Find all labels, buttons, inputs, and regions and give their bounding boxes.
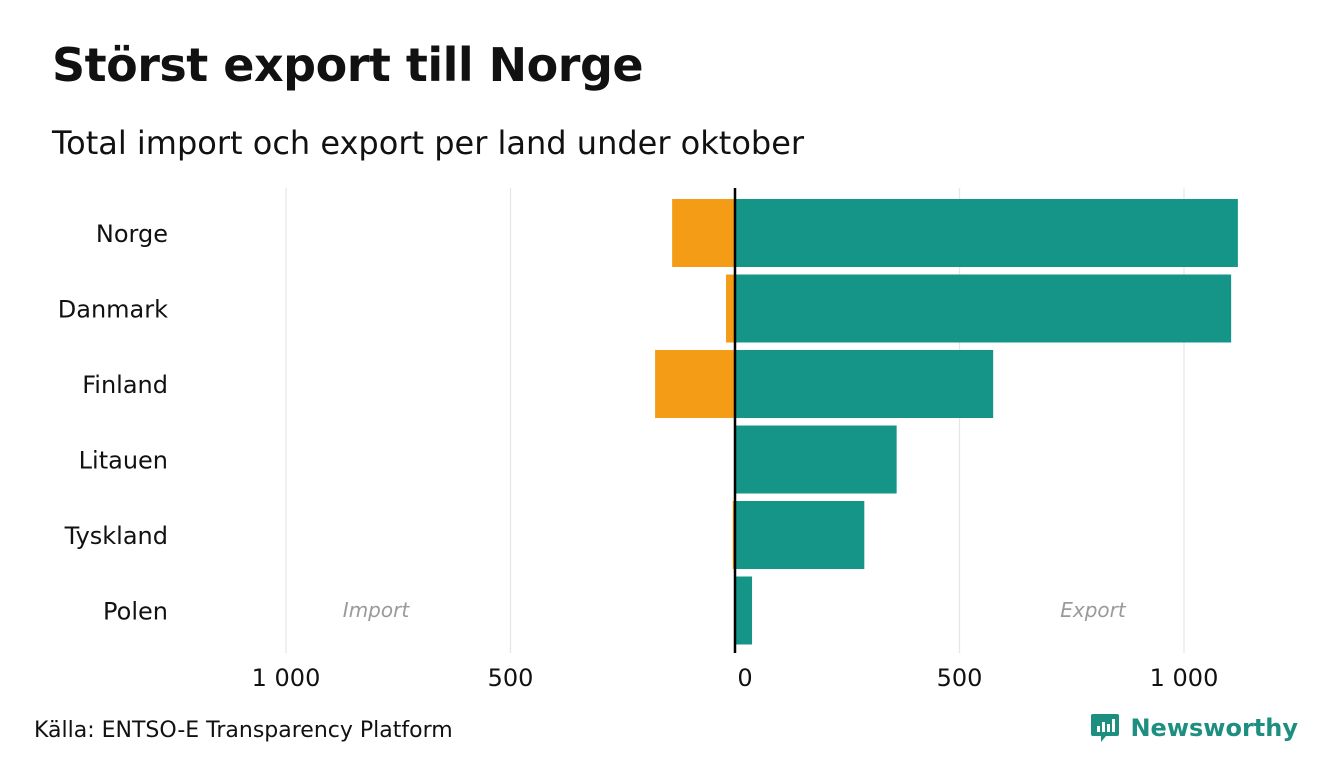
export-bar bbox=[735, 576, 753, 645]
import-bar bbox=[655, 350, 735, 418]
category-label: Norge bbox=[96, 220, 168, 248]
brand-name: Newsworthy bbox=[1130, 714, 1298, 742]
direction-annotation: Import bbox=[343, 598, 411, 622]
x-tick-label: 1 000 bbox=[252, 664, 321, 692]
category-label: Litauen bbox=[79, 447, 168, 475]
export-bar bbox=[735, 425, 897, 494]
chart-title: Störst export till Norge bbox=[52, 38, 644, 92]
import-bar bbox=[726, 274, 735, 343]
export-bar bbox=[735, 501, 865, 569]
source-note: Källa: ENTSO-E Transparency Platform bbox=[34, 718, 453, 743]
category-label: Danmark bbox=[58, 296, 168, 324]
chart-subtitle: Total import och export per land under o… bbox=[52, 124, 805, 162]
category-label: Tyskland bbox=[64, 522, 168, 550]
export-bar bbox=[735, 274, 1232, 343]
diverging-bar-chart: Norge Danmark Finland Litauen Tyskland Polen 1… bbox=[58, 188, 1238, 692]
import-bar bbox=[672, 199, 735, 267]
direction-annotation: Export bbox=[1060, 598, 1127, 622]
category-label: Finland bbox=[82, 371, 168, 399]
newsworthy-logo-icon bbox=[1091, 714, 1120, 742]
x-tick-label: 1 000 bbox=[1150, 664, 1219, 692]
export-bar bbox=[735, 199, 1238, 267]
brand-logo[interactable]: Newsworthy bbox=[1090, 712, 1298, 744]
export-bar bbox=[735, 350, 994, 418]
category-label: Polen bbox=[103, 598, 168, 626]
x-tick-label: 500 bbox=[488, 664, 534, 692]
x-tick-label: 500 bbox=[937, 664, 983, 692]
x-tick-label: 0 bbox=[737, 664, 752, 692]
